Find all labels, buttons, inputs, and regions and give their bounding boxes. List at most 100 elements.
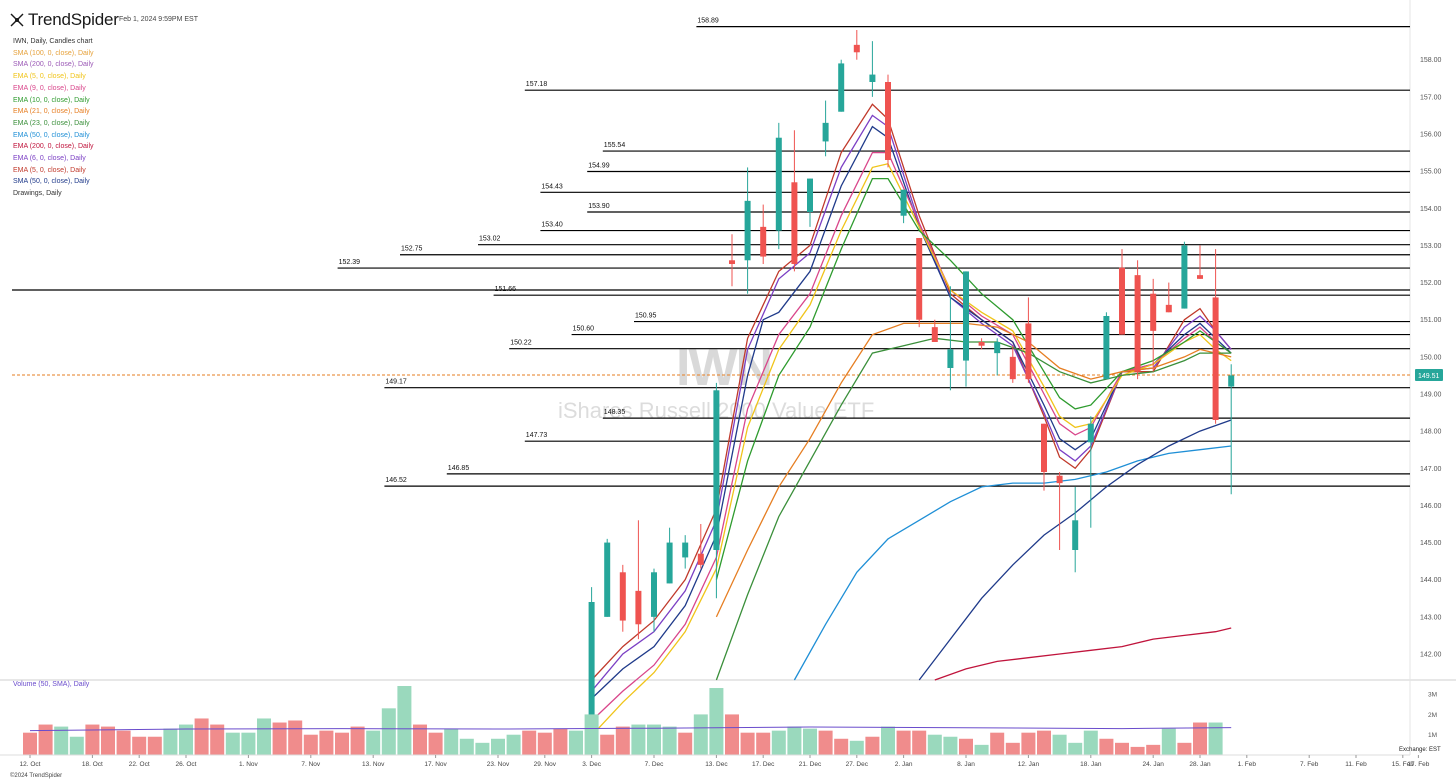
volume-bar bbox=[272, 722, 287, 755]
legend-item[interactable]: SMA (100, 0, close), Daily bbox=[13, 49, 94, 57]
volume-bar bbox=[1115, 742, 1129, 755]
x-tick-label: 1. Feb bbox=[1238, 761, 1257, 768]
x-tick-label: 28. Jan bbox=[1189, 761, 1211, 768]
candle-body bbox=[697, 553, 704, 565]
volume-bar bbox=[1161, 728, 1176, 755]
level-label: 153.02 bbox=[479, 236, 501, 243]
spider-logo-icon bbox=[10, 13, 24, 27]
volume-bar bbox=[1052, 734, 1067, 755]
legend-item[interactable]: EMA (21, 0, close), Daily bbox=[13, 108, 90, 116]
volume-bar bbox=[631, 724, 646, 755]
x-tick-label: 26. Oct bbox=[176, 761, 197, 768]
legend-item[interactable]: EMA (5, 0, close), Daily bbox=[13, 166, 86, 174]
volume-bar bbox=[584, 714, 599, 755]
volume-bar bbox=[912, 730, 927, 755]
volume-bar bbox=[522, 730, 537, 755]
price-tick-label: 153.00 bbox=[1420, 243, 1442, 250]
volume-bar bbox=[662, 726, 677, 755]
level-label: 154.43 bbox=[541, 183, 563, 190]
volume-bar bbox=[1146, 744, 1161, 755]
candle-body bbox=[869, 74, 876, 82]
legend-item[interactable]: EMA (6, 0, close), Daily bbox=[13, 155, 86, 163]
indicator-line bbox=[591, 114, 1232, 692]
volume-bar bbox=[23, 732, 37, 755]
volume-bar bbox=[225, 732, 240, 755]
volume-label: Volume (50, SMA), Daily bbox=[13, 681, 90, 688]
candle-body bbox=[666, 542, 673, 584]
volume-bar bbox=[1208, 722, 1223, 755]
candle-body bbox=[729, 260, 735, 264]
candle-body bbox=[1150, 293, 1157, 331]
legend-item[interactable]: EMA (10, 0, close), Daily bbox=[13, 96, 90, 104]
x-tick-label: 17. Dec bbox=[752, 761, 775, 768]
price-tick-label: 152.00 bbox=[1420, 280, 1442, 287]
x-tick-label: 7. Nov bbox=[301, 761, 321, 768]
volume-bar bbox=[803, 728, 817, 755]
legend-item[interactable]: IWN, Daily, Candles chart bbox=[13, 38, 93, 45]
x-tick-label: 2. Jan bbox=[895, 761, 913, 768]
volume-tick-label: 1M bbox=[1428, 732, 1437, 739]
volume-bar bbox=[756, 732, 771, 755]
candle-body bbox=[760, 226, 767, 257]
price-tick-label: 154.00 bbox=[1420, 206, 1442, 213]
x-tick-label: 11. Feb bbox=[1345, 761, 1367, 768]
legend-item[interactable]: EMA (5, 0, close), Daily bbox=[13, 73, 86, 81]
legend-item[interactable]: EMA (9, 0, close), Daily bbox=[13, 84, 86, 92]
legend-item[interactable]: EMA (200, 0, close), Daily bbox=[13, 143, 94, 151]
legend-item[interactable]: SMA (50, 0, close), Daily bbox=[13, 178, 90, 186]
volume-bar bbox=[740, 732, 755, 755]
volume-bar bbox=[491, 738, 505, 755]
legend-item[interactable]: EMA (50, 0, close), Daily bbox=[13, 131, 90, 139]
volume-bar bbox=[865, 736, 880, 755]
candle-body bbox=[619, 572, 626, 621]
candle-body bbox=[1119, 267, 1125, 335]
candle-body bbox=[963, 271, 969, 361]
candle-body bbox=[713, 390, 720, 550]
level-label: 153.40 bbox=[541, 222, 563, 229]
price-tick-label: 157.00 bbox=[1420, 94, 1442, 101]
legend-item[interactable]: SMA (200, 0, close), Daily bbox=[13, 61, 94, 69]
volume-bar bbox=[927, 734, 942, 755]
level-label: 146.85 bbox=[448, 465, 470, 472]
price-tick-label: 146.00 bbox=[1420, 503, 1442, 510]
indicator-line bbox=[715, 177, 1232, 580]
volume-bar bbox=[725, 714, 739, 755]
volume-bar bbox=[1099, 738, 1114, 755]
level-label: 150.22 bbox=[510, 340, 532, 347]
legend-item[interactable]: Drawings, Daily bbox=[13, 190, 62, 198]
price-tick-label: 144.00 bbox=[1420, 577, 1442, 584]
volume-bar bbox=[1083, 730, 1098, 755]
candle-body bbox=[635, 590, 642, 625]
volume-bar bbox=[101, 726, 115, 755]
volume-bar bbox=[147, 736, 162, 755]
indicator-line bbox=[793, 445, 1232, 681]
candle-body bbox=[1103, 316, 1110, 380]
price-tick-label: 155.00 bbox=[1420, 169, 1442, 176]
legend-item[interactable]: EMA (23, 0, close), Daily bbox=[13, 119, 90, 127]
last-price-label: 149.51 bbox=[1418, 373, 1440, 380]
x-tick-label: 7. Dec bbox=[645, 761, 665, 768]
candle-body bbox=[588, 602, 595, 729]
x-tick-label: 13. Dec bbox=[705, 761, 728, 768]
volume-bar bbox=[849, 740, 864, 755]
candle-body bbox=[1041, 423, 1047, 472]
x-tick-label: 18. Jan bbox=[1080, 761, 1102, 768]
volume-bar bbox=[319, 730, 334, 755]
price-tick-label: 150.00 bbox=[1420, 354, 1442, 361]
volume-bar bbox=[475, 742, 490, 755]
x-tick-label: 29. Nov bbox=[534, 761, 557, 768]
candle-body bbox=[1025, 323, 1032, 380]
volume-bar bbox=[54, 726, 69, 755]
indicator-legend: IWN, Daily, Candles chart SMA (100, 0, cl… bbox=[13, 36, 94, 200]
candle-body bbox=[1056, 475, 1063, 484]
level-label: 152.75 bbox=[401, 246, 423, 253]
candle-body bbox=[1228, 375, 1235, 387]
volume-bar bbox=[959, 738, 973, 755]
indicator-line bbox=[715, 322, 1232, 618]
x-tick-label: 23. Nov bbox=[487, 761, 510, 768]
volume-bar bbox=[1193, 722, 1207, 755]
volume-bar bbox=[943, 736, 958, 755]
x-tick-label: 15. Feb bbox=[1392, 761, 1414, 768]
volume-bar bbox=[709, 688, 724, 755]
